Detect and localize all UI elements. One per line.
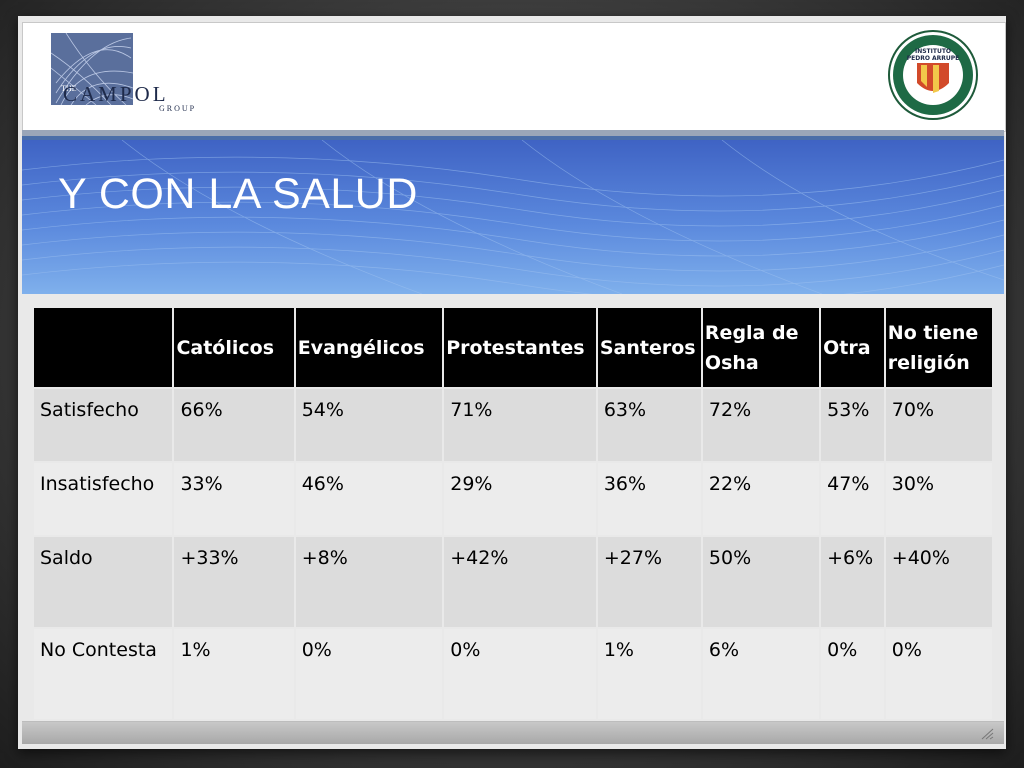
footer-bar: [22, 721, 1004, 744]
table-cell: 46%: [295, 463, 443, 535]
header-cell: Protestantes: [444, 308, 596, 387]
wave-pattern: [22, 140, 1004, 294]
table-cell: +27%: [597, 537, 701, 627]
row-label: No Contesta: [34, 629, 173, 719]
row-label: Satisfecho: [34, 389, 173, 461]
header-bar: THE CAMPOL GROUP INSTITUTO PEDRO ARRUPE: [22, 22, 1006, 132]
table-row: No Contesta 1% 0% 0% 1% 6% 0% 0%: [34, 629, 992, 719]
slide-title: Y CON LA SALUD: [58, 170, 418, 218]
table-cell: 33%: [174, 463, 294, 535]
table-cell: +42%: [444, 537, 596, 627]
table-cell: +40%: [885, 537, 992, 627]
slide: THE CAMPOL GROUP INSTITUTO PEDRO ARRUPE: [18, 16, 1006, 749]
instituto-seal-logo: INSTITUTO PEDRO ARRUPE: [888, 30, 978, 120]
campol-main-text: CAMPOL: [63, 82, 169, 106]
seal-line2: PEDRO ARRUPE: [907, 55, 960, 62]
table-cell: 0%: [444, 629, 596, 719]
table-cell: 36%: [597, 463, 701, 535]
table-cell: 71%: [444, 389, 596, 461]
campol-top-text: THE: [61, 84, 77, 93]
table-row: Saldo +33% +8% +42% +27% 50% +6% +40%: [34, 537, 992, 627]
table-cell: 63%: [597, 389, 701, 461]
table-cell: +6%: [821, 537, 884, 627]
row-label: Saldo: [34, 537, 173, 627]
campol-logo: THE CAMPOL GROUP: [51, 33, 196, 113]
table-cell: 70%: [885, 389, 992, 461]
resize-grip-icon: [981, 728, 994, 740]
header-cell: No tiene religión: [885, 308, 992, 387]
table-cell: 54%: [295, 389, 443, 461]
header-divider-dark: [22, 136, 1004, 140]
table-cell: 47%: [821, 463, 884, 535]
table-row: Insatisfecho 33% 46% 29% 36% 22% 47% 30%: [34, 463, 992, 535]
header-cell: Evangélicos: [295, 308, 443, 387]
table-cell: 72%: [702, 389, 820, 461]
table-cell: 53%: [821, 389, 884, 461]
table-cell: 66%: [174, 389, 294, 461]
header-cell: Santeros: [597, 308, 701, 387]
table-cell: +8%: [295, 537, 443, 627]
table-cell: 1%: [174, 629, 294, 719]
table-cell: 0%: [821, 629, 884, 719]
campol-bottom-text: GROUP: [159, 104, 196, 113]
table-cell: 1%: [597, 629, 701, 719]
table-cell: 30%: [885, 463, 992, 535]
results-table: Católicos Evangélicos Protestantes Sante…: [32, 306, 994, 721]
seal-line1: INSTITUTO: [915, 48, 951, 55]
table-cell: 0%: [295, 629, 443, 719]
table-cell: +33%: [174, 537, 294, 627]
title-band: Y CON LA SALUD: [22, 140, 1004, 294]
header-cell: Otra: [821, 308, 884, 387]
row-label: Insatisfecho: [34, 463, 173, 535]
table-cell: 22%: [702, 463, 820, 535]
table-row: Satisfecho 66% 54% 71% 63% 72% 53% 70%: [34, 389, 992, 461]
header-divider: [22, 130, 1004, 136]
header-cell: [34, 308, 173, 387]
header-cell: Regla de Osha: [702, 308, 820, 387]
table-cell: 50%: [702, 537, 820, 627]
header-cell: Católicos: [174, 308, 294, 387]
table-cell: 0%: [885, 629, 992, 719]
table-cell: 6%: [702, 629, 820, 719]
table-header-row: Católicos Evangélicos Protestantes Sante…: [34, 308, 992, 387]
table-cell: 29%: [444, 463, 596, 535]
